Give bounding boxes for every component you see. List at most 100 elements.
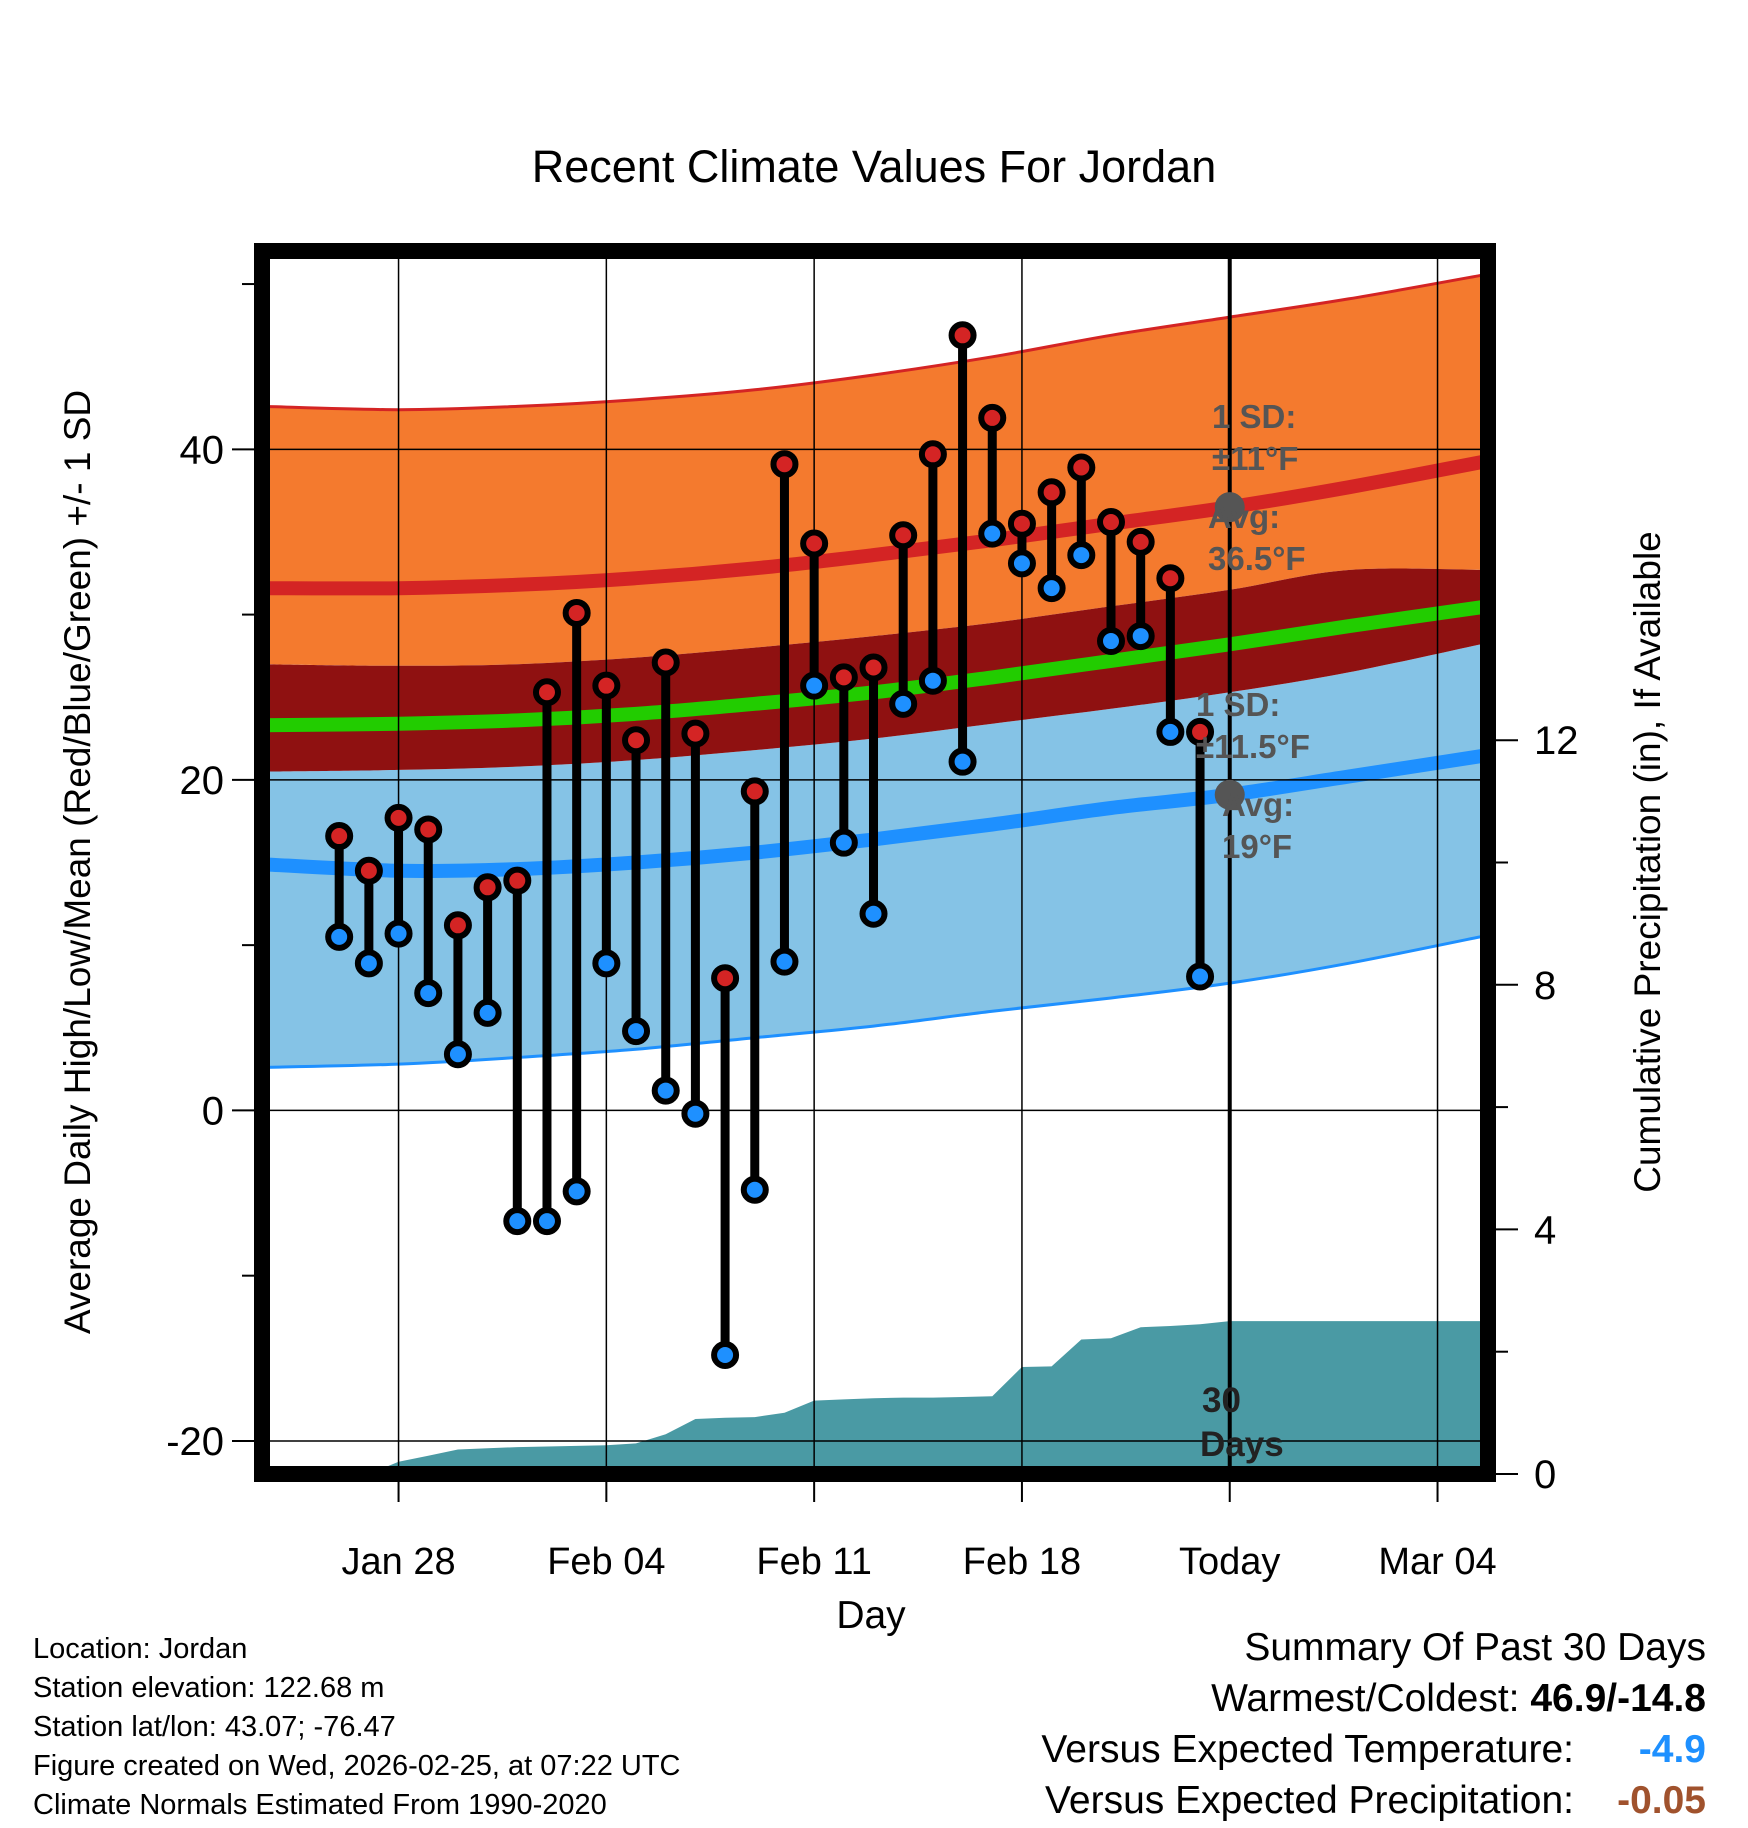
low-avg-title: Avg: (1222, 786, 1294, 823)
daily-low-point (978, 519, 1007, 548)
daily-high-point (740, 777, 769, 806)
warm-cold-value: 46.9/-14.8 (1530, 1677, 1706, 1720)
daily-high-point (325, 822, 354, 851)
daily-low-point (1126, 622, 1155, 651)
daily-low-point (859, 899, 888, 928)
daily-low-point (354, 949, 383, 978)
daily-high-point (770, 450, 799, 479)
daily-high-point (889, 521, 918, 550)
daily-low-point (414, 979, 443, 1008)
daily-high-point (384, 803, 413, 832)
daily-high-point (592, 671, 621, 700)
x-axis-label: Day (836, 1594, 906, 1637)
daily-high-point (978, 403, 1007, 432)
x-tick-label: Feb 04 (547, 1541, 665, 1583)
daily-low-point (532, 1207, 561, 1236)
precip-label: Versus Expected Precipitation: (1045, 1779, 1574, 1822)
daily-low-point (800, 671, 829, 700)
high-sd-band (262, 274, 1488, 666)
daily-low-point (918, 666, 947, 695)
x-tick-label: Today (1179, 1541, 1280, 1583)
elevation-text: Station elevation: 122.68 m (33, 1672, 385, 1704)
y-axis-label: Average Daily High/Low/Mean (Red/Blue/Gr… (57, 390, 98, 1334)
latlon-text: Station lat/lon: 43.07; -76.47 (33, 1711, 396, 1743)
x-tick-label: Mar 04 (1378, 1541, 1496, 1583)
daily-high-point (651, 648, 680, 677)
daily-low-point (622, 1017, 651, 1046)
low-avg-value: 19°F (1222, 828, 1292, 865)
x-tick-label: Feb 18 (963, 1541, 1081, 1583)
created-text: Figure created on Wed, 2026-02-25, at 07… (33, 1750, 681, 1782)
summary-title: Summary Of Past 30 Days (1244, 1626, 1706, 1669)
precip-value: -0.05 (1617, 1779, 1706, 1822)
station-info: Location: Jordan Station elevation: 122.… (33, 1630, 681, 1825)
daily-low-point (740, 1175, 769, 1204)
high-upper-sd-line (262, 272, 1488, 412)
plot-frame (254, 243, 1496, 1482)
left-tick-label: 0 (202, 1089, 224, 1133)
daily-low-point (711, 1341, 740, 1370)
left-tick-label: -20 (166, 1420, 224, 1464)
right-y-axis: 12 8 4 0 (1496, 719, 1579, 1497)
daily-low-point (443, 1040, 472, 1069)
daily-high-point (414, 815, 443, 844)
x-tick-label: Jan 28 (342, 1541, 456, 1583)
temp-label: Versus Expected Temperature: (1041, 1728, 1574, 1771)
daily-low-point (829, 828, 858, 857)
temp-value: -4.9 (1638, 1728, 1706, 1771)
observations (325, 321, 1215, 1370)
summary-warm-cold: Warmest/Coldest: 46.9/-14.8 (1041, 1673, 1706, 1724)
daily-low-point (889, 689, 918, 718)
location-text: Location: Jordan (33, 1633, 248, 1665)
right-tick-label: 0 (1534, 1453, 1556, 1497)
chart-title: Recent Climate Values For Jordan (532, 141, 1216, 192)
daily-high-point (681, 719, 710, 748)
low-sd-title: 1 SD: (1196, 686, 1280, 723)
daily-high-point (473, 873, 502, 902)
daily-low-point (1156, 717, 1185, 746)
daily-high-point (1096, 508, 1125, 537)
right-tick-label: 12 (1534, 719, 1579, 763)
daily-high-point (829, 663, 858, 692)
daily-low-point (1096, 627, 1125, 656)
precip-days-unit: Days (1200, 1425, 1284, 1464)
summary-temp: Versus Expected Temperature: -4.9 (1041, 1724, 1706, 1775)
cumulative-precipitation-area (262, 1321, 1488, 1474)
x-tick-label: Feb 11 (756, 1541, 871, 1583)
x-axis: Jan 28 Feb 04 Feb 11 Feb 18 Today Mar 04 (342, 1482, 1497, 1583)
daily-high-point (532, 678, 561, 707)
daily-high-point (918, 440, 947, 469)
low-average-marker (1214, 779, 1245, 810)
daily-high-point (1156, 564, 1185, 593)
daily-low-point (1067, 541, 1096, 570)
daily-low-point (681, 1099, 710, 1128)
daily-low-point (325, 922, 354, 951)
warm-cold-label: Warmest/Coldest: (1211, 1677, 1531, 1720)
high-sd-value: ±11°F (1212, 440, 1298, 477)
daily-low-point (1007, 549, 1036, 578)
plot-area (262, 251, 1488, 1474)
daily-low-point (948, 747, 977, 776)
daily-high-point (622, 726, 651, 755)
daily-high-point (859, 653, 888, 682)
daily-high-point (443, 911, 472, 940)
right-tick-label: 8 (1534, 964, 1556, 1008)
daily-high-point (800, 529, 829, 558)
low-sd-value: ±11.5°F (1196, 728, 1310, 765)
left-tick-label: 20 (180, 759, 225, 803)
daily-low-point (1037, 574, 1066, 603)
daily-high-point (1037, 478, 1066, 507)
daily-high-point (1007, 509, 1036, 538)
low-lower-sd-line (262, 933, 1488, 1069)
high-average-marker (1214, 492, 1245, 523)
daily-low-point (473, 998, 502, 1027)
high-avg-title: Avg: (1208, 498, 1280, 535)
summary-panel: Summary Of Past 30 Days Warmest/Coldest:… (1041, 1622, 1706, 1826)
daily-high-point (948, 321, 977, 350)
daily-high-point (1067, 453, 1096, 482)
daily-low-point (503, 1207, 532, 1236)
daily-high-point (1186, 717, 1215, 746)
left-y-axis: 40 20 0 -20 (166, 283, 254, 1464)
daily-high-point (503, 866, 532, 895)
